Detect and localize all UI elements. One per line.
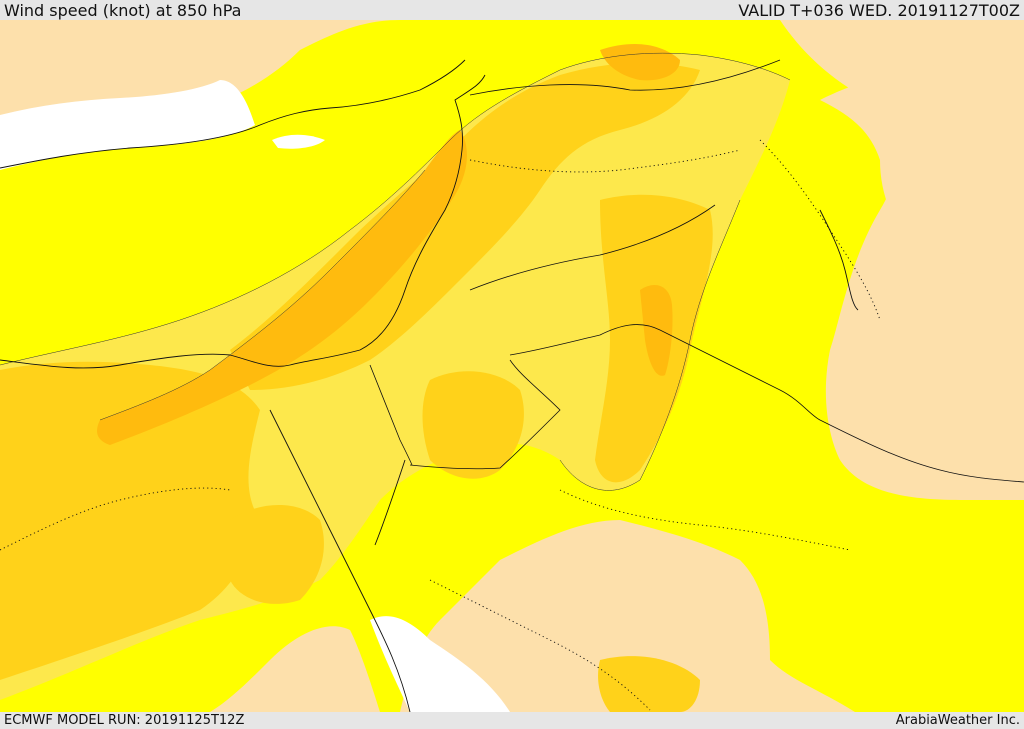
turkey-border <box>469 59 781 96</box>
strong-wind-region-south <box>598 656 700 712</box>
sinai-gulf-coastline <box>269 409 411 712</box>
footer-bar: ECMWF MODEL RUN: 20191125T12Z ArabiaWeat… <box>0 712 1024 729</box>
wind-speed-map <box>0 20 1024 712</box>
jet-core-iraq <box>640 285 673 376</box>
calm-patch-east <box>850 270 1024 484</box>
sea-mediterranean-west <box>0 80 255 170</box>
contour-line-1 <box>0 52 791 366</box>
model-run-label: ECMWF MODEL RUN: 20191125T12Z <box>4 713 245 728</box>
credit-label: ArabiaWeather Inc. <box>895 713 1020 728</box>
contour-line-2 <box>99 169 426 421</box>
jordan-saudi-border <box>509 324 1024 483</box>
calm-patch-northeast <box>820 60 1024 260</box>
aqaba-gulf-coastline <box>374 459 406 546</box>
internal-boundary-south <box>429 579 651 711</box>
cyprus-island <box>272 134 325 149</box>
calm-patch-southeast <box>520 566 683 684</box>
map-title: Wind speed (knot) at 850 hPa <box>4 0 242 20</box>
strong-wind-region-west <box>0 361 260 680</box>
strong-wind-region-jordan <box>422 371 524 479</box>
internal-boundary-egypt <box>0 487 231 551</box>
syria-iraq-border <box>469 204 716 291</box>
egypt-israel-border <box>369 364 413 466</box>
jordan-border <box>409 359 561 470</box>
internal-boundary-saudi <box>559 489 851 551</box>
contour-line-3 <box>559 199 741 491</box>
internal-boundary-iraq <box>759 139 881 321</box>
header-bar: Wind speed (knot) at 850 hPa VALID T+036… <box>0 0 1024 20</box>
strong-wind-region-sinai <box>230 505 324 604</box>
sea-red-sea <box>370 616 510 712</box>
jet-core-levant <box>97 130 467 445</box>
valid-time-label: VALID T+036 WED. 20191127T00Z <box>738 0 1020 20</box>
mediterranean-coastline <box>0 74 486 369</box>
anatolia-coastline <box>0 59 466 169</box>
gulf-coastline <box>819 209 859 311</box>
